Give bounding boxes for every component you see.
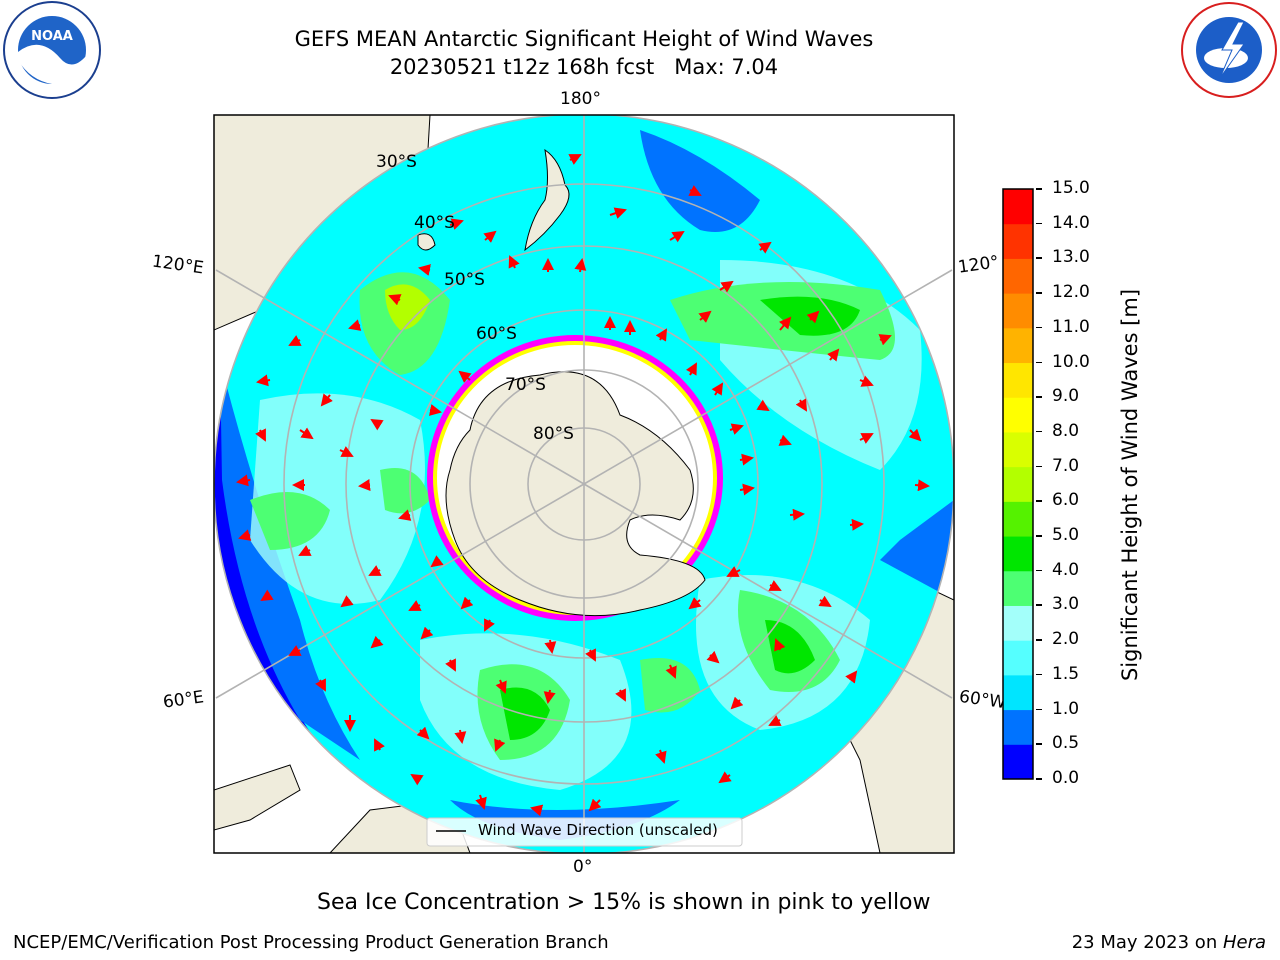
map-legend-label: Wind Wave Direction (unscaled): [478, 821, 718, 839]
colorbar-tick-label: 9.0: [1052, 386, 1080, 407]
colorbar-tick-label: 7.0: [1052, 455, 1080, 476]
colorbar-tick-label: 1.0: [1052, 698, 1080, 719]
colorbar-tick-label: 13.0: [1052, 247, 1090, 268]
footer-left: NCEP/EMC/Verification Post Processing Pr…: [13, 932, 609, 953]
colorbar-title: Significant Height of Wind Waves [m]: [1118, 288, 1142, 682]
colorbar-tick-label: 4.0: [1052, 559, 1080, 580]
colorbar-tick-mark: [1036, 743, 1042, 745]
lat-label-60s: 60°S: [476, 324, 517, 344]
map-frame-content: [214, 115, 954, 853]
colorbar-tick-label: 11.0: [1052, 316, 1090, 337]
colorbar-tick-mark: [1036, 778, 1042, 780]
graticule: [214, 115, 954, 853]
footer-right: 23 May 2023 on Hera: [1072, 932, 1266, 953]
colorbar-segment: [1003, 640, 1033, 676]
colorbar-tick-label: 1.5: [1052, 663, 1080, 684]
map-title-line1: GEFS MEAN Antarctic Significant Height o…: [294, 27, 874, 51]
colorbar-tick-mark: [1036, 430, 1042, 433]
sea-ice-note: Sea Ice Concentration > 15% is shown in …: [317, 890, 931, 915]
colorbar-segment: [1003, 570, 1033, 606]
colorbar-tick-mark: [1036, 396, 1042, 398]
footer-date: 23 May 2023 on: [1071, 932, 1223, 953]
wind-wave-arrows: [236, 154, 930, 817]
new-zealand-land: [524, 148, 570, 252]
madagascar-land: [214, 764, 301, 831]
colorbar-tick-label: 2.0: [1052, 629, 1080, 650]
colorbar-tick-label: 0.0: [1052, 768, 1080, 788]
colorbar-tick-label: 12.0: [1052, 282, 1090, 303]
colorbar-tick-mark: [1036, 673, 1042, 676]
colorbar-tick-mark: [1036, 222, 1042, 225]
colorbar-tick-mark: [1036, 292, 1042, 294]
colorbar-segment: [1003, 189, 1033, 225]
colorbar-segment: [1003, 674, 1033, 711]
tasmania-land: [417, 233, 436, 251]
colorbar-segment: [1003, 466, 1033, 502]
colorbar-tick-mark: [1036, 257, 1042, 259]
colorbar-tick-label: 15.0: [1052, 178, 1090, 198]
colorbar-segment: [1003, 293, 1033, 329]
colorbar-tick-label: 14.0: [1052, 212, 1090, 233]
lat-label-80s: 80°S: [533, 424, 574, 444]
lat-label-30s: 30°S: [376, 152, 417, 172]
colorbar-tick-mark: [1036, 326, 1042, 329]
colorbar-tick-label: 0.5: [1052, 733, 1080, 754]
colorbar: [1002, 188, 1034, 780]
map-title-line2: 20230521 t12z 168h fcst Max: 7.04: [389, 55, 779, 79]
colorbar-tick-mark: [1036, 500, 1042, 502]
map-legend: [426, 817, 743, 847]
colorbar-segment: [1003, 431, 1033, 468]
colorbar-segment: [1003, 536, 1033, 572]
lat-label-50s: 50°S: [444, 270, 485, 290]
colorbar-tick-mark: [1036, 569, 1042, 572]
lat-label-40s: 40°S: [414, 213, 455, 233]
colorbar-segment: [1003, 327, 1033, 364]
colorbar-segment: [1003, 605, 1033, 641]
antarctica-land: [445, 371, 706, 617]
colorbar-tick-mark: [1036, 535, 1042, 537]
colorbar-tick-mark: [1036, 188, 1042, 190]
noaa-logo: NOAA: [3, 1, 101, 99]
national-weather-service-logo: [1181, 2, 1277, 98]
colorbar-segment: [1003, 709, 1033, 745]
colorbar-tick-label: 6.0: [1052, 490, 1080, 511]
colorbar-segment: [1003, 744, 1033, 780]
colorbar-segment: [1003, 258, 1033, 294]
colorbar-segment: [1003, 223, 1033, 259]
colorbar-tick-label: 10.0: [1052, 351, 1090, 372]
noaa-logo-text: NOAA: [31, 29, 73, 44]
colorbar-tick-mark: [1036, 361, 1042, 364]
colorbar-segment: [1003, 397, 1033, 433]
lon-label-180: 180°: [560, 89, 601, 109]
colorbar-tick-label: 8.0: [1052, 420, 1080, 441]
colorbar-ticks: 0.0 0.5 1.0 1.5 2.0 3.0 4.0 5.0 6.0 7.0 8.0 9.0 10.0…: [1036, 178, 1096, 788]
colorbar-tick-mark: [1036, 465, 1042, 468]
colorbar-tick-label: 3.0: [1052, 594, 1080, 615]
colorbar-tick-mark: [1036, 639, 1042, 641]
lon-label-0: 0°: [573, 857, 593, 877]
colorbar-tick-mark: [1036, 708, 1042, 711]
colorbar-tick-mark: [1036, 604, 1042, 606]
map-frame: [213, 114, 955, 854]
colorbar-tick-label: 5.0: [1052, 525, 1080, 546]
lat-label-70s: 70°S: [505, 375, 546, 395]
colorbar-segment: [1003, 501, 1033, 537]
footer-machine: Hera: [1222, 932, 1266, 953]
colorbar-segment: [1003, 362, 1033, 398]
